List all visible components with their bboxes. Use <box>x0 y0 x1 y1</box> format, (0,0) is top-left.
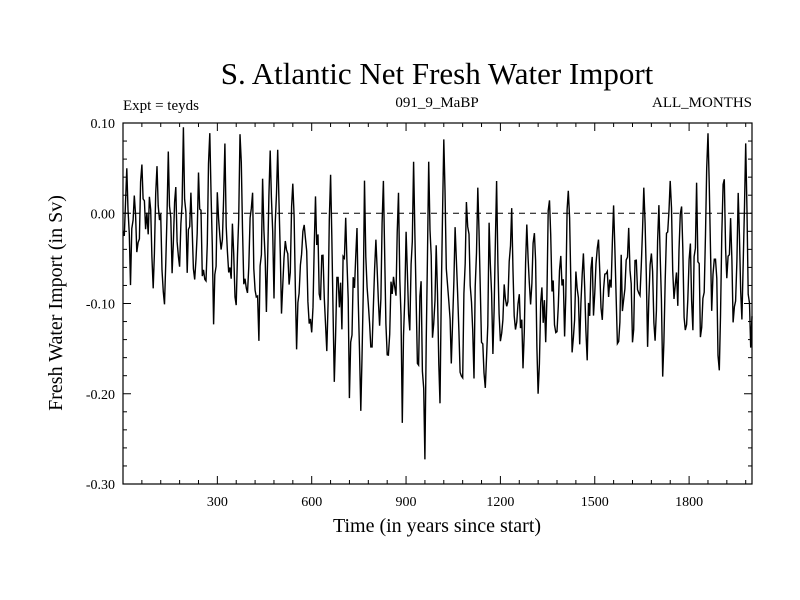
x-tick-label: 600 <box>301 495 322 510</box>
axis-ticks <box>123 122 752 485</box>
x-tick-label: 1800 <box>675 495 703 510</box>
x-axis-label: Time (in years since start) <box>333 515 541 537</box>
y-tick-label: -0.20 <box>86 388 115 403</box>
series-line <box>122 127 753 460</box>
y-axis-label: Fresh Water Import (in Sv) <box>45 195 67 411</box>
y-tick-label: 0.10 <box>91 117 116 132</box>
y-tick-label: 0.00 <box>91 207 116 222</box>
series-group <box>122 127 753 460</box>
x-tick-label: 900 <box>396 495 417 510</box>
period-label: ALL_MONTHS <box>652 95 752 111</box>
experiment-label: Expt = teyds <box>123 98 199 114</box>
chart-title: S. Atlantic Net Fresh Water Import <box>221 56 654 91</box>
y-tick-label: -0.30 <box>86 478 115 493</box>
x-tick-label: 1500 <box>581 495 609 510</box>
x-tick-label: 1200 <box>486 495 514 510</box>
x-tick-label: 300 <box>207 495 228 510</box>
y-tick-label: -0.10 <box>86 298 115 313</box>
tick-labels: 300 600 900 1200 1500 1800 -0.30 -0.20 -0.10 0.00… <box>86 117 703 510</box>
run-label: 091_9_MaBP <box>395 95 478 111</box>
